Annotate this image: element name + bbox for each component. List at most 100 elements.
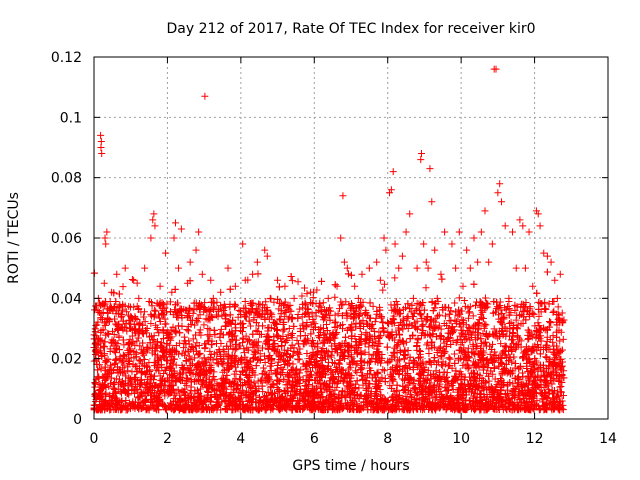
data-point-cloud — [534, 367, 542, 375]
data-point-cloud — [120, 368, 128, 376]
data-point-cloud — [115, 290, 123, 298]
data-point-cloud — [331, 323, 339, 331]
data-point-cloud — [105, 392, 113, 400]
data-point-cloud — [407, 387, 415, 395]
data-point-cloud — [243, 372, 251, 380]
data-point-cloud — [352, 361, 360, 369]
data-point-cloud — [309, 294, 317, 302]
data-point-cloud — [259, 364, 267, 372]
data-point-cloud — [231, 302, 239, 310]
data-point-cloud — [148, 302, 156, 310]
data-point-cloud — [253, 342, 261, 350]
data-point-cloud — [414, 389, 422, 397]
data-point-cloud — [189, 335, 197, 343]
data-point-cloud — [156, 318, 164, 326]
data-point-cloud — [200, 366, 208, 374]
data-point-cloud — [240, 349, 248, 357]
data-point-cloud — [204, 388, 212, 396]
data-point-cloud — [437, 325, 445, 333]
data-point-cloud — [393, 342, 401, 350]
data-point-cloud — [144, 379, 152, 387]
data-point-cloud — [224, 359, 232, 367]
data-point-cloud — [391, 274, 399, 282]
data-point-cloud — [303, 362, 311, 370]
data-point-cloud — [280, 375, 288, 383]
data-point-cloud — [379, 366, 387, 374]
data-point-cloud — [166, 298, 174, 306]
data-point-cloud — [126, 375, 134, 383]
data-point-cloud — [357, 357, 365, 365]
data-point-cloud — [535, 305, 543, 313]
data-point-cloud — [296, 305, 304, 313]
data-point-cloud — [407, 308, 415, 316]
data-point-cloud — [459, 338, 467, 346]
data-point-cloud — [231, 379, 239, 387]
data-point-cloud — [417, 405, 425, 413]
data-point-cloud — [347, 363, 355, 371]
data-point-cloud — [136, 342, 144, 350]
data-point-cloud — [137, 369, 145, 377]
data-point-cloud — [274, 365, 282, 373]
data-point-cloud — [301, 284, 309, 292]
data-point-cloud — [254, 346, 262, 354]
data-point-cloud — [235, 342, 243, 350]
data-point-cloud — [336, 356, 344, 364]
data-point-cloud — [308, 310, 316, 318]
data-point-cloud — [161, 392, 169, 400]
data-point-cloud — [131, 341, 139, 349]
data-point-cloud — [503, 390, 511, 398]
data-point-cloud — [535, 321, 543, 329]
data-point-cloud — [511, 364, 519, 372]
data-point-cloud — [133, 337, 141, 345]
data-point-cloud — [232, 367, 240, 375]
data-point-cloud — [517, 337, 525, 345]
data-point-cloud — [418, 315, 426, 323]
data-point-cloud — [201, 345, 209, 353]
data-point-cloud — [403, 392, 411, 400]
data-point-cloud — [133, 279, 141, 287]
data-point-cloud — [441, 348, 449, 356]
data-point-cloud — [486, 350, 494, 358]
data-point-cloud — [542, 353, 550, 361]
data-point-cloud — [521, 390, 529, 398]
data-point-cloud — [381, 378, 389, 386]
data-point-cloud — [237, 356, 245, 364]
data-point-cloud — [191, 342, 199, 350]
data-point-cloud — [307, 330, 315, 338]
data-point-cloud — [139, 346, 147, 354]
data-point-cloud — [365, 343, 373, 351]
data-point-cloud — [543, 379, 551, 387]
data-point-cloud — [134, 334, 142, 342]
data-point-cloud — [536, 335, 544, 343]
data-point-cloud — [281, 360, 289, 368]
data-point-cloud — [270, 298, 278, 306]
data-point-cloud — [232, 327, 240, 335]
data-point-cloud — [200, 321, 208, 329]
data-point-cloud — [127, 380, 135, 388]
data-point-cloud — [146, 333, 154, 341]
data-point-cloud — [254, 377, 262, 385]
data-point-cloud — [162, 366, 170, 374]
data-point-cloud — [194, 351, 202, 359]
data-point-cloud — [152, 307, 160, 315]
data-point-cloud — [314, 340, 322, 348]
data-point-cloud — [187, 356, 195, 364]
data-point-cloud — [211, 375, 219, 383]
data-point-cloud — [190, 354, 198, 362]
data-point-cloud — [493, 298, 501, 306]
data-point-cloud — [465, 323, 473, 331]
data-point-cloud — [512, 316, 520, 324]
data-point-cloud — [424, 366, 432, 374]
data-point-cloud — [553, 342, 561, 350]
data-point-cloud — [299, 320, 307, 328]
data-point-cloud — [195, 342, 203, 350]
data-point-cloud — [423, 341, 431, 349]
data-point-cloud — [238, 328, 246, 336]
data-point-cloud — [106, 361, 114, 369]
data-point-cloud — [422, 284, 430, 292]
data-point-cloud — [281, 298, 289, 306]
data-point-cloud — [536, 363, 544, 371]
data-point-cloud — [381, 367, 389, 375]
data-point-cloud — [460, 297, 468, 305]
data-point-cloud — [430, 382, 438, 390]
